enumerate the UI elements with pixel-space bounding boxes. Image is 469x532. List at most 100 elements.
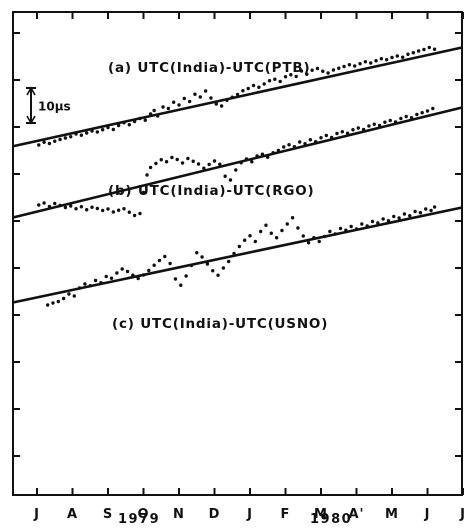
data-point [377,123,382,128]
data-point [79,205,84,209]
data-point [209,96,213,100]
data-point [179,283,183,287]
data-point [141,273,146,277]
data-point [305,72,309,76]
data-point [326,71,330,75]
data-point [317,239,321,244]
data-point [93,278,98,283]
data-point [42,201,46,205]
data-point [269,231,273,235]
data-point [152,108,156,113]
data-point [328,229,332,234]
data-point [228,178,233,182]
data-point [374,59,378,63]
data-point [132,213,137,218]
data-point [145,173,149,177]
data-point [262,82,266,86]
data-point [177,103,181,107]
data-point [278,79,282,84]
data-point [418,211,423,215]
data-point [230,95,234,99]
data-point [267,79,272,83]
data-point [147,268,151,273]
data-point [296,226,300,230]
data-point [116,123,121,128]
data-point [219,104,224,108]
data-point [310,68,314,72]
data-point [184,274,188,278]
x-tick-label: J [246,507,253,522]
trend-line-rgo [12,106,463,219]
data-point [345,131,350,135]
data-point [163,254,167,259]
x-tick-label: S [103,507,113,522]
data-point [283,75,288,79]
year-label-1980: 1980 [310,512,352,527]
data-point [195,251,199,255]
data-point [276,148,281,153]
data-point [127,123,131,127]
x-tick-label: D [209,507,221,522]
data-point [239,161,243,165]
data-point [148,165,153,170]
data-point [241,89,245,93]
data-point [416,49,421,53]
data-point [216,273,220,277]
data-point [333,232,337,236]
data-point [232,251,236,256]
data-point [156,114,160,118]
data-point [136,276,140,281]
data-point [338,226,343,231]
data-point [381,217,385,221]
data-point [294,74,298,79]
data-point [303,142,307,146]
data-point [344,228,348,232]
data-point [363,60,368,64]
data-point [120,267,124,271]
data-point [400,55,405,59]
data-point [246,86,250,91]
data-point [212,159,217,163]
data-point [154,161,158,166]
data-point [237,244,242,249]
data-point [77,286,82,290]
data-point [198,95,202,99]
data-point [67,292,71,296]
data-point [251,83,256,88]
data-point [109,276,114,280]
x-tick-label: J [33,507,40,522]
data-point [56,299,60,304]
data-point [331,68,336,72]
scale-bar-arrow-down [26,115,36,125]
data-point [349,224,353,229]
x-tick-label: J [459,507,466,522]
year-label-1979: 1979 [118,512,160,527]
data-point [63,205,68,210]
data-point [388,118,392,123]
data-point [138,211,142,216]
data-point [45,303,50,307]
plot-frame [12,11,463,496]
data-point [392,214,396,219]
data-point [131,273,135,277]
x-tick-label: F [281,507,291,522]
data-point [225,98,229,102]
data-point [191,159,195,163]
data-point [100,128,105,132]
data-point [138,116,142,121]
data-point [83,282,87,286]
data-point [301,234,305,238]
data-point [274,236,279,240]
data-point [90,129,94,133]
data-point [308,138,313,142]
data-point [411,51,415,55]
data-point [116,208,121,212]
data-point [95,130,100,134]
data-point [370,219,375,224]
data-point [223,174,227,178]
data-point [100,208,105,213]
data-point [271,151,275,155]
data-point [354,227,359,231]
data-point [175,157,179,162]
data-point [413,209,417,214]
